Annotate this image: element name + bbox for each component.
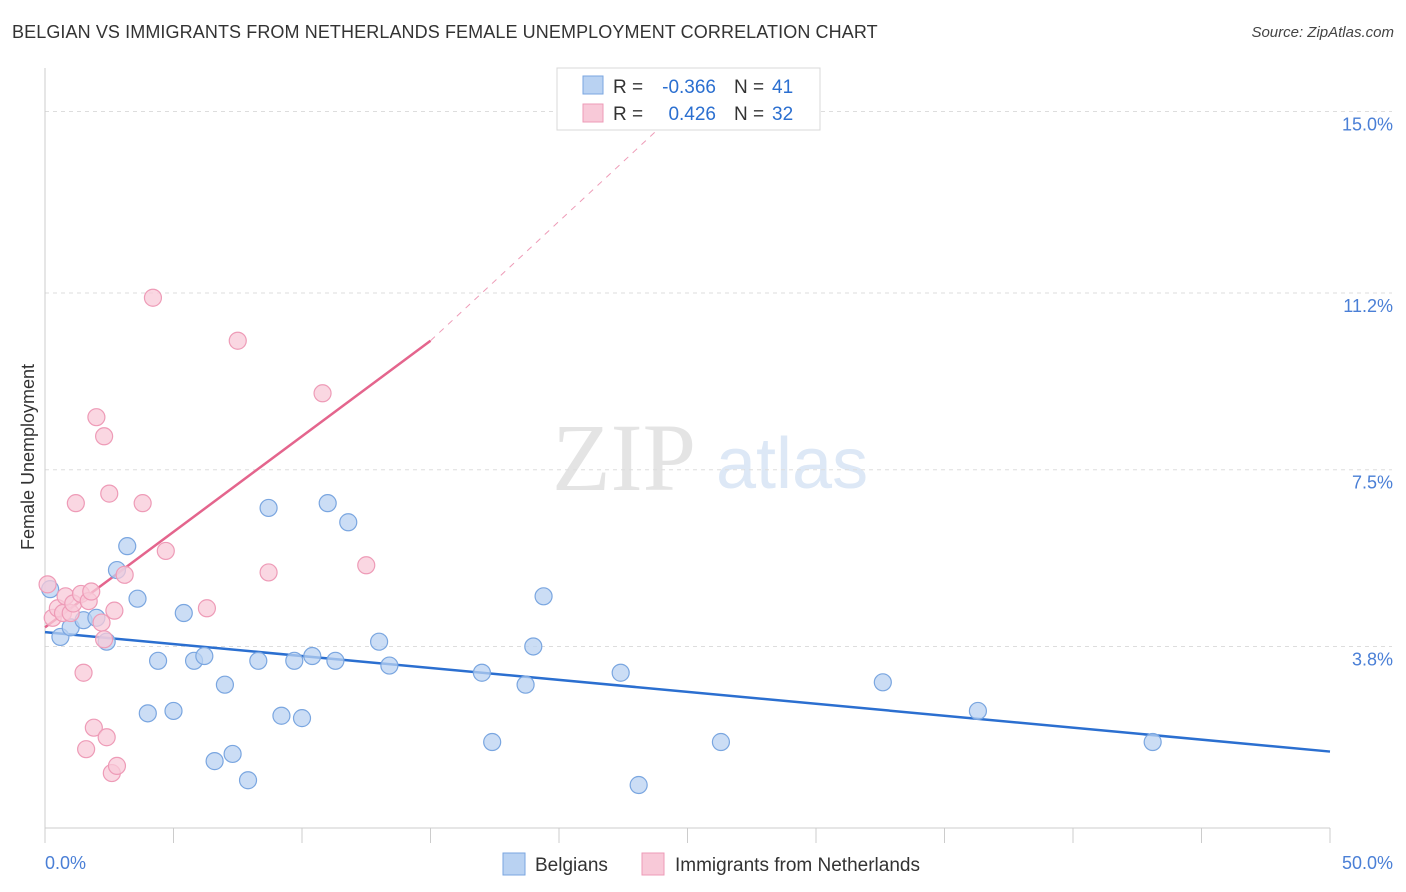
data-point-pink [133, 494, 152, 513]
data-point-blue [370, 632, 389, 651]
data-point-pink [197, 599, 217, 618]
data-point-blue [339, 513, 358, 532]
data-point-blue [259, 498, 278, 518]
data-point-blue [148, 651, 168, 670]
data-point-pink [357, 556, 376, 575]
data-point-blue [223, 744, 242, 764]
data-point-pink [87, 408, 106, 427]
data-point-blue [272, 706, 291, 725]
y-tick-label: 7.5% [1352, 473, 1393, 493]
trend-line-pink [44, 339, 432, 629]
watermark: ZIP atlas [552, 404, 868, 511]
data-point-blue [164, 701, 183, 721]
data-point-blue [516, 675, 535, 694]
data-point-blue [1143, 732, 1162, 752]
data-point-blue [205, 752, 224, 771]
data-point-blue [629, 775, 648, 795]
bottom-legend: Belgians Immigrants from Netherlands [502, 852, 920, 876]
axis-layer: 0.0% 50.0% [44, 68, 1393, 873]
legend-swatch-netherlands [641, 852, 665, 876]
data-point-blue [138, 704, 157, 723]
chart-source: Source: ZipAtlas.com [1251, 24, 1394, 41]
data-point-pink [313, 384, 332, 403]
stats-n-label-pink: N = [734, 104, 764, 125]
y-tick-label: 3.8% [1352, 649, 1393, 669]
data-point-pink [100, 484, 119, 503]
data-point-pink [92, 613, 111, 632]
stats-box: R = -0.366 N = 41 R = 0.426 N = 32 [556, 67, 821, 131]
data-point-blue [195, 646, 214, 666]
data-point-blue [534, 587, 553, 606]
data-point-pink [66, 494, 85, 513]
data-point-pink [95, 427, 114, 446]
legend-swatch-belgians [502, 852, 526, 876]
legend-label-netherlands: Immigrants from Netherlands [675, 855, 920, 876]
stats-n-value-blue: 41 [772, 77, 793, 98]
data-point-blue [215, 675, 234, 694]
stats-n-label-blue: N = [734, 77, 764, 98]
stats-r-value-blue: -0.366 [662, 77, 716, 98]
data-point-blue [711, 732, 731, 752]
stats-r-label-blue: R = [613, 77, 643, 98]
y-tick-label: 15.0% [1342, 114, 1393, 134]
y-axis-label: Female Unemployment [18, 364, 38, 550]
stats-r-label-pink: R = [613, 104, 643, 125]
data-point-blue [611, 663, 630, 682]
data-point-blue [292, 709, 312, 728]
data-point-blue [483, 732, 502, 752]
stats-swatch-pink [582, 103, 604, 123]
data-point-blue [285, 651, 304, 670]
data-point-pink [105, 601, 124, 620]
data-point-pink [38, 575, 57, 594]
data-point-pink [143, 288, 163, 307]
data-point-pink [84, 718, 103, 737]
points-layer [38, 288, 1162, 795]
x-tick-label: 50.0% [1342, 853, 1393, 873]
trend-line-blue [44, 630, 1331, 753]
data-point-blue [118, 537, 137, 556]
data-point-pink [115, 565, 134, 584]
data-point-blue [174, 603, 193, 623]
data-point-pink [82, 582, 101, 601]
data-point-blue [873, 673, 892, 692]
watermark-zip: ZIP [552, 404, 696, 511]
data-point-pink [259, 563, 278, 582]
chart-title: BELGIAN VS IMMIGRANTS FROM NETHERLANDS F… [12, 22, 878, 42]
watermark-atlas: atlas [716, 424, 868, 504]
data-point-blue [128, 589, 147, 608]
stats-n-value-pink: 32 [772, 104, 793, 125]
stats-r-value-pink: 0.426 [668, 104, 716, 125]
data-point-blue [968, 701, 988, 721]
stats-swatch-blue [582, 75, 604, 95]
data-point-blue [303, 646, 322, 666]
data-point-pink [156, 541, 175, 561]
legend-label-belgians: Belgians [535, 855, 608, 876]
data-point-blue [238, 771, 258, 790]
data-point-blue [472, 663, 491, 682]
data-point-pink [77, 740, 96, 759]
data-point-blue [249, 651, 268, 670]
data-point-blue [380, 656, 399, 675]
trend-line-extension-pink [430, 77, 714, 342]
data-point-blue [326, 651, 345, 670]
data-point-pink [228, 331, 247, 350]
grid-layer: 3.8% 7.5% 11.2% 15.0% [45, 110, 1393, 669]
data-point-pink [74, 663, 93, 682]
data-point-pink [107, 756, 127, 775]
data-point-pink [95, 630, 114, 649]
data-point-blue [524, 637, 543, 656]
y-tick-label: 11.2% [1343, 296, 1393, 316]
x-tick-label: 0.0% [45, 853, 86, 873]
data-point-blue [318, 494, 337, 513]
data-point-pink [97, 728, 116, 747]
